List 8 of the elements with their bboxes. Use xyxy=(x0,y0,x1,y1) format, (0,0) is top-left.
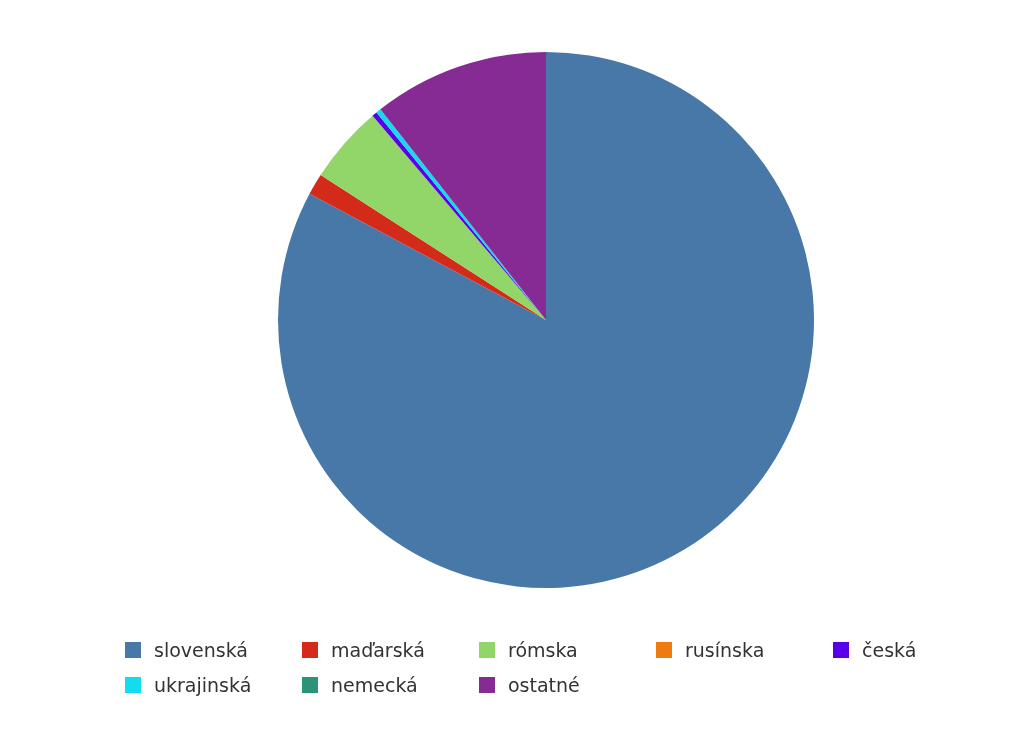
legend-label: nemecká xyxy=(331,674,418,696)
legend-label: rusínska xyxy=(685,639,765,661)
legend-label: maďarská xyxy=(331,639,425,661)
legend-label: slovenská xyxy=(154,639,248,661)
legend-label: ostatné xyxy=(508,674,580,696)
legend-label: česká xyxy=(862,639,917,661)
legend-label: rómska xyxy=(508,639,578,661)
legend-label: ukrajinská xyxy=(154,674,252,696)
